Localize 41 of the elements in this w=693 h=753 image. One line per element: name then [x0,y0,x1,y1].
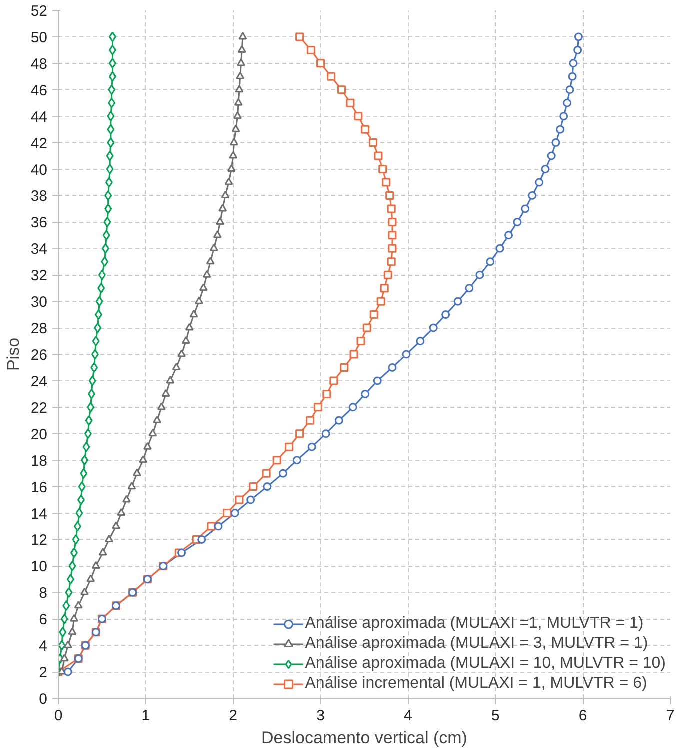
x-tick-label: 3 [316,708,325,724]
y-tick-label: 40 [30,162,48,179]
y-tick-label: 14 [30,506,48,523]
legend-label: Análise incremental (MULAXI = 1, MULVTR = 6) [305,675,648,693]
legend-label: Análise aproximada (MULAXI = 10, MULVTR = 10) [305,655,666,673]
y-tick-label: 24 [30,373,48,390]
y-tick-label: 6 [39,612,48,629]
y-tick-label: 20 [30,426,48,444]
x-tick-label: 0 [54,708,63,724]
y-tick-label: 34 [30,241,48,258]
y-tick-label: 12 [30,532,48,550]
y-tick-label: 18 [30,452,48,470]
y-tick-label: 26 [30,347,48,364]
y-tick-label: 4 [39,638,48,656]
x-tick-label: 5 [491,708,500,724]
y-tick-label: 48 [30,56,48,73]
y-tick-label: 16 [30,479,48,496]
y-tick-label: 0 [39,691,48,708]
x-tick-label: 4 [404,708,412,724]
y-tick-label: 36 [30,214,48,232]
x-tick-label: 1 [142,708,150,724]
y-tick-label: 22 [30,400,48,417]
x-tick-label: 6 [578,708,588,724]
y-tick-label: 30 [30,294,48,312]
y-tick-label: 46 [30,82,48,100]
x-axis-title: Deslocamento vertical (cm) [262,728,468,748]
y-tick-label: 38 [30,188,48,206]
y-tick-label: 2 [39,664,48,682]
y-tick-label: 10 [30,558,48,576]
y-tick-label: 8 [39,585,48,602]
legend-label: Análise aproximada (MULAXI = 3, MULVTR = 1) [305,635,648,653]
x-tick-label: 7 [666,708,675,724]
y-tick-label: 28 [30,320,48,338]
y-tick-label: 50 [30,29,48,46]
y-axis-title: Piso [4,338,23,372]
x-tick-label: 2 [229,708,238,724]
y-tick-label: 32 [30,268,48,285]
y-tick-label: 44 [30,108,48,126]
y-tick-label: 52 [30,3,48,20]
legend-label: Análise aproximada (MULAXI =1, MULVTR = 1) [305,615,644,633]
y-tick-label: 42 [30,135,48,152]
